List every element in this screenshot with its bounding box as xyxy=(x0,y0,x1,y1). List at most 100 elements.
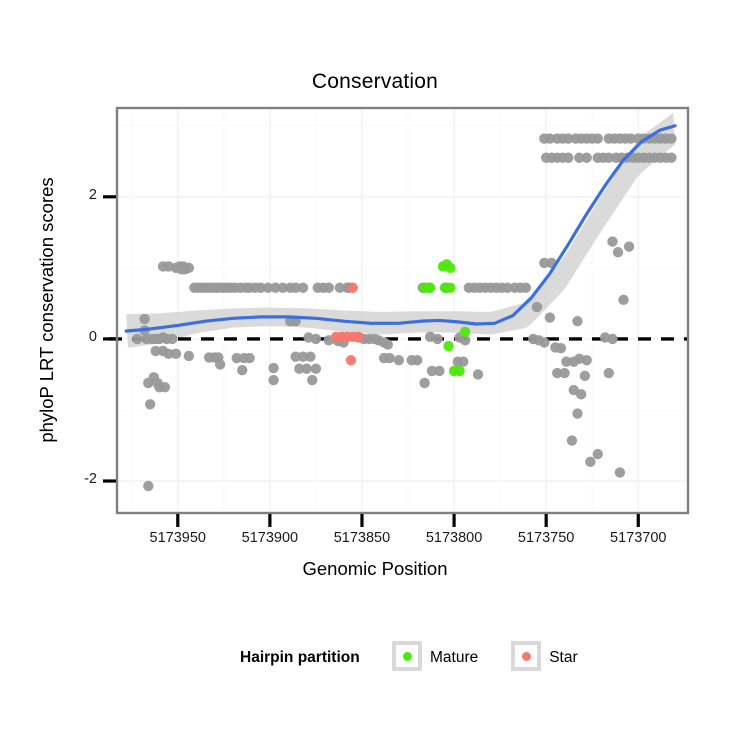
data-point xyxy=(592,133,603,144)
x-tick-label: 5173850 xyxy=(333,530,391,546)
data-point xyxy=(167,333,178,345)
data-point xyxy=(393,355,405,366)
data-point xyxy=(666,152,677,163)
data-point xyxy=(531,301,543,313)
data-point xyxy=(603,367,614,379)
data-point xyxy=(148,372,160,383)
data-point xyxy=(345,355,357,366)
legend-key-mature[interactable] xyxy=(392,641,422,671)
data-point xyxy=(244,352,255,364)
data-point xyxy=(581,355,592,366)
series-star xyxy=(330,282,364,366)
data-point xyxy=(290,351,301,362)
data-point xyxy=(592,448,603,460)
data-point xyxy=(297,282,309,293)
data-point xyxy=(353,331,364,342)
data-point xyxy=(458,356,469,367)
x-axis-label: Genomic Position xyxy=(302,558,448,579)
data-point xyxy=(472,369,484,380)
x-tick-label: 5173900 xyxy=(241,530,299,546)
data-point xyxy=(614,133,626,144)
data-point xyxy=(561,356,572,367)
data-point xyxy=(566,435,578,446)
data-point xyxy=(310,363,322,374)
data-point xyxy=(563,133,574,144)
data-point xyxy=(270,282,281,293)
data-point xyxy=(294,363,305,374)
data-point xyxy=(443,340,454,352)
data-point xyxy=(607,333,618,345)
y-tick-label: 0 xyxy=(88,328,97,345)
data-point xyxy=(384,352,395,364)
data-point xyxy=(539,257,550,269)
data-point xyxy=(575,389,587,400)
data-point xyxy=(625,133,637,144)
x-tick-label: 5173950 xyxy=(149,530,206,546)
legend-dot-icon xyxy=(521,651,531,661)
data-point xyxy=(502,282,513,293)
data-point xyxy=(183,262,195,274)
data-point xyxy=(539,337,550,348)
data-point xyxy=(144,399,156,410)
data-point xyxy=(520,282,532,293)
legend-key-star[interactable] xyxy=(511,641,542,671)
data-point xyxy=(231,352,242,364)
x-tick-label: 5173750 xyxy=(517,530,575,546)
data-point xyxy=(581,152,592,163)
data-point xyxy=(426,365,438,377)
data-point xyxy=(262,282,274,293)
data-point xyxy=(614,467,626,478)
data-point xyxy=(163,348,174,360)
data-point xyxy=(574,152,585,163)
data-point xyxy=(555,342,567,354)
data-point xyxy=(277,282,288,293)
data-point xyxy=(552,367,563,379)
data-point xyxy=(290,282,301,293)
data-point xyxy=(563,152,574,163)
data-point xyxy=(579,370,591,382)
axis-ticks xyxy=(103,195,640,527)
data-point xyxy=(666,133,677,144)
data-point xyxy=(612,247,624,258)
data-point xyxy=(268,374,279,386)
data-point xyxy=(297,351,309,362)
data-point xyxy=(559,367,570,379)
data-point xyxy=(623,241,635,252)
data-point xyxy=(132,333,143,345)
data-point xyxy=(139,313,150,325)
legend-dot-icon xyxy=(402,651,412,661)
data-point xyxy=(159,382,171,393)
x-tick-label: 5173700 xyxy=(610,530,667,546)
data-point xyxy=(170,348,182,360)
data-point xyxy=(268,362,279,374)
data-point xyxy=(143,480,154,492)
data-point xyxy=(183,350,195,362)
chart-title: Conservation xyxy=(311,70,439,93)
data-point xyxy=(432,333,443,345)
data-point xyxy=(237,364,248,376)
legend-title: Hairpin partition xyxy=(240,649,360,666)
data-point xyxy=(572,315,583,327)
x-tick-label: 5173800 xyxy=(425,530,483,546)
data-point xyxy=(607,236,618,247)
y-tick-label: 2 xyxy=(88,186,97,203)
y-tick-label: -2 xyxy=(84,471,97,488)
data-point xyxy=(585,456,596,468)
legend-label-mature: Mature xyxy=(430,649,479,666)
data-point xyxy=(424,282,436,293)
data-point xyxy=(618,294,629,306)
legend-label-star: Star xyxy=(549,649,578,666)
panel-border xyxy=(115,106,690,515)
data-point xyxy=(459,335,471,346)
data-point xyxy=(603,152,614,163)
data-point xyxy=(214,359,226,370)
data-point xyxy=(150,345,161,357)
data-point xyxy=(347,282,358,293)
data-point xyxy=(382,339,393,350)
data-point xyxy=(459,326,471,338)
data-point xyxy=(301,363,312,374)
data-point xyxy=(539,133,550,144)
data-point xyxy=(334,282,346,293)
data-point xyxy=(544,312,556,323)
